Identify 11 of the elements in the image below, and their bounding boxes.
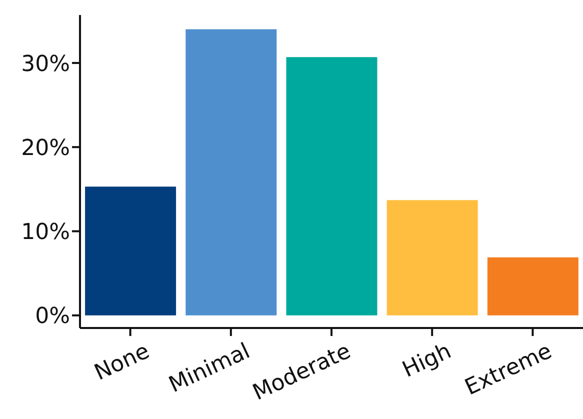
bar bbox=[386, 200, 478, 316]
y-tick-label: 20% bbox=[21, 136, 70, 161]
bar bbox=[85, 186, 176, 316]
y-tick-label: 30% bbox=[21, 52, 70, 77]
y-tick-label: 0% bbox=[35, 304, 70, 330]
bar bbox=[186, 29, 277, 316]
x-tick-label: None bbox=[90, 338, 154, 386]
y-tick-label: 10% bbox=[21, 220, 70, 246]
bar bbox=[487, 257, 578, 316]
x-tick-label: High bbox=[398, 338, 456, 383]
bar bbox=[286, 57, 378, 316]
